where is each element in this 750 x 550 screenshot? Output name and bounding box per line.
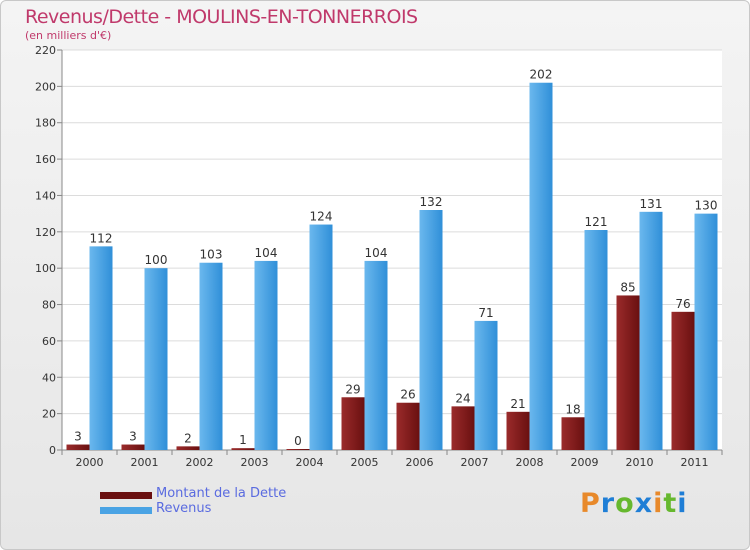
logo-letter: t: [663, 488, 678, 519]
y-tick-label: 20: [42, 408, 56, 421]
chart-title: Revenus/Dette - MOULINS-EN-TONNERROIS: [25, 6, 418, 28]
bar-dette: [396, 402, 420, 450]
logo-letter: r: [600, 488, 616, 519]
x-tick-label: 2011: [681, 456, 709, 469]
x-tick-label: 2006: [406, 456, 434, 469]
data-label: 1: [239, 433, 247, 447]
data-label: 18: [565, 402, 580, 416]
x-tick-label: 2009: [571, 456, 599, 469]
logo-letter: i: [677, 488, 688, 519]
x-tick-label: 2000: [76, 456, 104, 469]
y-tick-label: 80: [42, 299, 56, 312]
bar-revenus: [364, 260, 388, 450]
data-label: 76: [675, 297, 690, 311]
data-label: 130: [695, 199, 718, 213]
bar-dette: [121, 444, 145, 450]
chart-subtitle: (en milliers d'€): [25, 29, 112, 42]
bar-revenus: [89, 246, 113, 450]
data-label: 29: [345, 382, 360, 396]
plot-area: [62, 50, 722, 450]
legend-label-revenus: Revenus: [156, 501, 212, 516]
data-label: 131: [640, 197, 663, 211]
bar-revenus: [639, 211, 663, 450]
data-label: 3: [129, 430, 137, 444]
data-label: 0: [294, 434, 302, 448]
bar-dette: [231, 448, 255, 450]
bar-dette: [341, 397, 365, 450]
x-tick-label: 2007: [461, 456, 489, 469]
bar-dette: [286, 449, 310, 450]
x-tick-label: 2010: [626, 456, 654, 469]
logo-letter: o: [615, 488, 635, 519]
bar-revenus: [199, 262, 223, 450]
bar-revenus: [529, 82, 553, 451]
legend-label-dette: Montant de la Dette: [156, 486, 287, 501]
data-label: 104: [255, 246, 278, 260]
bar-revenus: [694, 213, 718, 450]
x-tick-label: 2004: [296, 456, 324, 469]
bar-revenus: [309, 224, 333, 450]
data-label: 71: [478, 306, 493, 320]
data-label: 103: [200, 248, 223, 262]
y-tick-label: 200: [35, 80, 56, 93]
legend-swatch-dette: [100, 492, 152, 499]
data-label: 26: [400, 388, 415, 402]
x-tick-label: 2003: [241, 456, 269, 469]
data-label: 3: [74, 430, 82, 444]
y-tick-label: 120: [35, 226, 56, 239]
data-label: 124: [310, 210, 333, 224]
data-label: 121: [585, 215, 608, 229]
data-label: 21: [510, 397, 525, 411]
bar-revenus: [254, 260, 278, 450]
bar-dette: [561, 417, 585, 450]
bar-revenus: [419, 210, 443, 450]
y-tick-label: 0: [49, 444, 56, 457]
y-tick-label: 140: [35, 189, 56, 202]
bar-dette: [506, 411, 530, 450]
proxiti-logo: Proxiti: [580, 488, 688, 519]
bar-revenus: [144, 268, 168, 450]
data-label: 24: [455, 391, 470, 405]
data-label: 132: [420, 195, 443, 209]
y-tick-label: 180: [35, 117, 56, 130]
data-label: 202: [530, 68, 553, 82]
bar-dette: [176, 446, 200, 450]
bar-dette: [66, 444, 90, 450]
bar-dette: [671, 311, 695, 450]
logo-letter: P: [580, 488, 601, 519]
data-label: 85: [620, 280, 635, 294]
x-tick-label: 2008: [516, 456, 544, 469]
data-label: 104: [365, 246, 388, 260]
data-label: 2: [184, 431, 192, 445]
data-label: 100: [145, 253, 168, 267]
legend-swatch-revenus: [100, 507, 152, 514]
data-label: 112: [90, 231, 113, 245]
bar-revenus: [474, 320, 498, 450]
y-tick-label: 220: [35, 44, 56, 57]
y-tick-label: 60: [42, 335, 56, 348]
x-tick-label: 2001: [131, 456, 159, 469]
logo-letter: x: [634, 488, 654, 519]
y-tick-label: 40: [42, 371, 56, 384]
bar-revenus: [584, 230, 608, 450]
bar-dette: [451, 406, 475, 450]
y-tick-label: 100: [35, 262, 56, 275]
logo-letter: i: [653, 488, 664, 519]
x-tick-label: 2005: [351, 456, 379, 469]
y-tick-label: 160: [35, 153, 56, 166]
bar-dette: [616, 295, 640, 450]
x-tick-label: 2002: [186, 456, 214, 469]
